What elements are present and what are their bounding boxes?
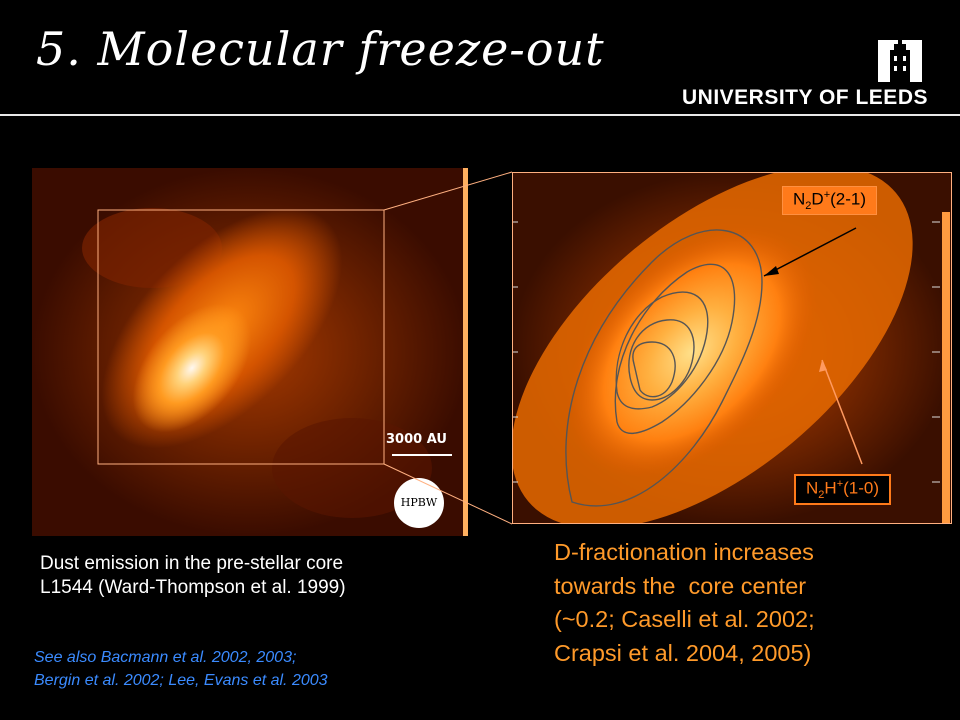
slide-title: 5. Molecular freeze-out: [36, 22, 605, 76]
n2h-plus-map: [512, 172, 952, 524]
scale-bar: [392, 454, 452, 456]
caption-line: (~0.2; Caselli et al. 2002;: [554, 606, 815, 633]
caption-line: D-fractionation increases: [554, 539, 814, 565]
caption-line: Dust emission in the pre-stellar core: [40, 553, 344, 574]
scale-bar-label: 3000 AU: [386, 432, 447, 447]
dust-emission-caption: Dust emission in the pre-stellar core L1…: [40, 552, 346, 600]
see-also-references: See also Bacmann et al. 2002, 2003; Berg…: [34, 646, 328, 692]
caption-line: towards the core center: [554, 572, 807, 599]
caption-line: Crapsi et al. 2004, 2005): [554, 639, 812, 666]
dust-emission-map: [32, 168, 468, 536]
university-logo-text: UNIVERSITY OF LEEDS: [682, 86, 928, 109]
n2h-plus-label: N2H+(1-0): [794, 474, 892, 506]
university-tower-icon: [878, 40, 922, 82]
beam-label: HPBW: [400, 496, 438, 509]
header-divider: [0, 114, 960, 116]
reference-line: See also Bacmann et al. 2002, 2003;: [34, 649, 297, 666]
d-fractionation-caption: D-fractionation increases towards the co…: [554, 536, 815, 670]
caption-line: L1544 (Ward-Thompson et al. 1999): [40, 577, 346, 599]
n2d-plus-label: N2D+(2-1): [782, 186, 878, 216]
reference-line: Bergin et al. 2002; Lee, Evans et al. 20…: [34, 672, 328, 690]
